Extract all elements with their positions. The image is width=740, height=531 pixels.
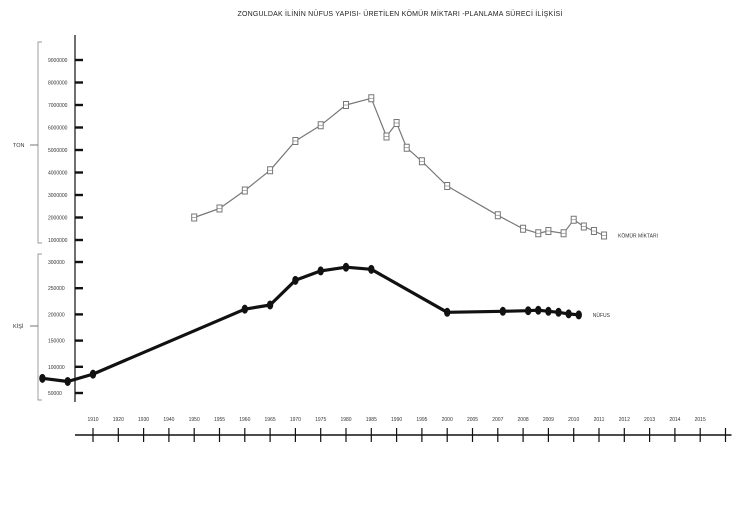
axes [30, 35, 732, 442]
x-tick-label: 2015 [695, 417, 706, 423]
x-tick-label: 2000 [442, 417, 453, 423]
x-tick-label: 1990 [391, 417, 402, 423]
population-data-point [292, 275, 299, 285]
x-tick-label: 1950 [189, 417, 200, 423]
x-tick-label: 2008 [518, 417, 529, 423]
lower-y-tick-label: 200000 [48, 312, 65, 318]
upper-y-tick-label: 8000000 [48, 81, 68, 87]
population-data-point [535, 305, 542, 315]
x-tick-label: 1970 [290, 417, 301, 423]
labels-group: TON KİŞİ 1000000 2000000 3000000 4000000 50000… [13, 58, 706, 423]
lower-y-tick-label: 100000 [48, 365, 65, 371]
x-tick-label: 2005 [467, 417, 478, 423]
population-data-point [565, 309, 572, 319]
population-data-point [39, 373, 46, 383]
upper-y-tick-label: 7000000 [48, 103, 68, 109]
x-tick-label: 1930 [138, 417, 149, 423]
population-data-point [545, 306, 552, 316]
upper-y-tick-label: 1000000 [48, 238, 68, 244]
upper-y-tick-label: 5000000 [48, 148, 68, 154]
population-data-point [317, 266, 324, 276]
coal-series-line [193, 97, 605, 237]
x-tick-label: 2012 [619, 417, 630, 423]
population-data-point [499, 306, 507, 316]
lower-y-tick-label: 300000 [48, 260, 65, 266]
upper-y-tick-label: 3000000 [48, 193, 68, 199]
population-data-point [241, 304, 248, 314]
x-tick-label: 1980 [340, 417, 351, 423]
population-data-point [368, 264, 375, 274]
population-series-label: NÜFUS [593, 312, 611, 319]
x-tick-label: 2011 [594, 417, 605, 423]
x-tick-label: 1940 [163, 417, 174, 423]
x-tick-label: 1955 [214, 417, 225, 423]
x-tick-label: 1960 [239, 417, 250, 423]
population-data-point [266, 300, 274, 310]
upper-bracket [37, 41, 42, 244]
x-tick-label: 1965 [265, 417, 276, 423]
population-data-point [524, 306, 532, 316]
lower-axis-label: KİŞİ [13, 323, 24, 330]
x-tick-label: 1985 [366, 417, 377, 423]
x-tick-label: 2010 [568, 417, 579, 423]
upper-y-tick-label: 4000000 [48, 171, 68, 177]
upper-y-tick-label: 9000000 [48, 58, 68, 64]
coal-series-label: KÖMÜR MİKTARI [618, 233, 658, 240]
population-data-point [342, 262, 350, 272]
x-tick-label: 1995 [416, 417, 427, 423]
population-data-point [444, 307, 451, 317]
population-data-point [89, 369, 97, 379]
population-data-point [64, 376, 71, 386]
lower-y-tick-label: 50000 [48, 391, 62, 397]
population-data-point [575, 310, 582, 320]
x-tick-label: 1910 [87, 417, 98, 423]
x-tick-label: 1920 [113, 417, 124, 423]
chart-title: ZONGULDAK İLİNİN NÜFUS YAPISI- ÜRETİLEN … [237, 9, 562, 18]
upper-y-tick-label: 2000000 [48, 216, 68, 222]
x-tick-label: 2009 [543, 417, 554, 423]
lower-bracket [37, 253, 42, 401]
x-tick-label: 1975 [315, 417, 326, 423]
x-tick-label: 2007 [492, 417, 503, 423]
x-tick-label: 2014 [669, 417, 680, 423]
series-group [39, 94, 608, 386]
x-tick-label: 2013 [644, 417, 655, 423]
population-data-point [555, 307, 562, 317]
upper-axis-label: TON [13, 143, 25, 149]
lower-y-tick-label: 250000 [48, 286, 65, 292]
lower-y-tick-label: 150000 [48, 339, 65, 345]
population-series-line [42, 265, 579, 384]
upper-y-tick-label: 6000000 [48, 126, 68, 132]
